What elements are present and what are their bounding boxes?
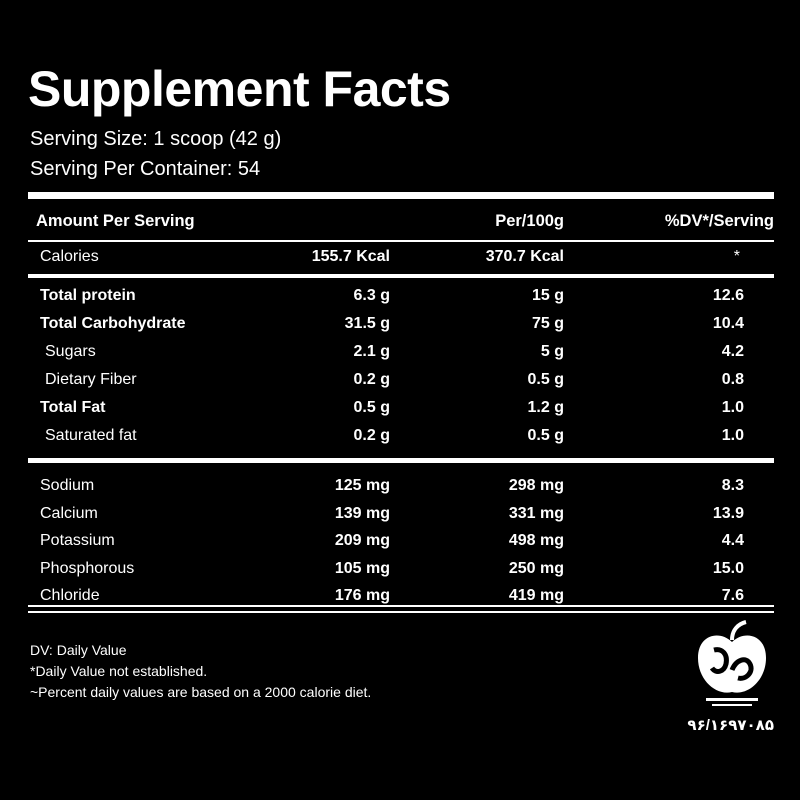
registration-number: ۹۶/۱۶۹۷۰۸۵ xyxy=(687,717,774,734)
footnote-dv-definition: DV: Daily Value xyxy=(30,642,127,658)
nutrient-row: Calcium 139 mg 331 mg 13.9 xyxy=(0,505,800,529)
nutrient-dv: 7.6 xyxy=(721,587,744,604)
nutrient-row: Saturated fat 0.2 g 0.5 g 1.0 xyxy=(0,427,800,451)
nutrient-per-serving: 0.5 g xyxy=(353,399,390,416)
nutrient-per-serving: 176 mg xyxy=(334,587,390,604)
nutrient-label: Calcium xyxy=(40,504,98,522)
thick-divider xyxy=(28,192,774,199)
thin-divider xyxy=(28,240,774,242)
nutrient-dv: 1.0 xyxy=(721,399,744,416)
nutrient-row: Sodium 125 mg 298 mg 8.3 xyxy=(0,477,800,501)
nutrient-label: Saturated fat xyxy=(45,427,137,444)
nutrient-label: Sodium xyxy=(40,477,95,494)
nutrient-per-100g: 250 mg xyxy=(508,559,564,577)
nutrient-per-serving: 2.1 g xyxy=(353,343,390,360)
amount-per-serving-header: Amount Per Serving xyxy=(36,212,195,230)
nutrient-label: Total protein xyxy=(40,287,136,304)
nutrient-dv: 4.4 xyxy=(721,532,744,549)
nutrient-per-serving: 6.3 g xyxy=(353,287,390,304)
nutrient-row: Chloride 176 mg 419 mg 7.6 xyxy=(0,587,800,611)
nutrient-per-serving: 105 mg xyxy=(334,559,390,577)
calories-per-serving: 155.7 Kcal xyxy=(311,248,390,265)
nutrient-per-100g: 0.5 g xyxy=(527,427,564,444)
nutrient-row: Phosphorous 105 mg 250 mg 15.0 xyxy=(0,560,800,584)
nutrient-dv: 12.6 xyxy=(712,287,744,304)
nutrient-per-100g: 15 g xyxy=(531,287,564,304)
nutrient-dv: 13.9 xyxy=(712,504,744,522)
nutrient-per-100g: 75 g xyxy=(531,315,564,332)
per-100g-header: Per/100g xyxy=(495,212,564,230)
nutrient-dv: 0.8 xyxy=(721,371,744,388)
calories-label: Calories xyxy=(40,248,99,265)
nutrient-dv: 4.2 xyxy=(721,343,744,360)
label-title: Supplement Facts xyxy=(28,61,451,117)
serving-size: Serving Size: 1 scoop (42 g) xyxy=(30,128,282,150)
calories-dv: * xyxy=(733,248,740,265)
nutrient-row: Total Fat 0.5 g 1.2 g 1.0 xyxy=(0,399,800,423)
nutrient-label: Sugars xyxy=(45,343,96,360)
medium-divider xyxy=(28,274,774,278)
nutrient-per-serving: 0.2 g xyxy=(353,371,390,388)
nutrient-dv: 8.3 xyxy=(721,477,744,494)
nutrient-row: Total protein 6.3 g 15 g 12.6 xyxy=(0,287,800,311)
nutrient-per-serving: 0.2 g xyxy=(353,427,390,444)
nutrient-row: Dietary Fiber 0.2 g 0.5 g 0.8 xyxy=(0,371,800,395)
nutrient-dv: 1.0 xyxy=(721,427,744,444)
nutrient-label: Dietary Fiber xyxy=(45,371,137,388)
column-header-row: Amount Per Serving Per/100g %DV*/Serving xyxy=(0,212,800,236)
nutrient-label: Chloride xyxy=(40,587,100,604)
nutrient-per-serving: 209 mg xyxy=(334,532,390,549)
footnote-not-established: *Daily Value not established. xyxy=(30,663,208,679)
nutrient-per-100g: 0.5 g xyxy=(527,371,564,388)
nutrient-row: Potassium 209 mg 498 mg 4.4 xyxy=(0,532,800,556)
apple-seal-icon xyxy=(692,620,772,708)
nutrient-per-100g: 1.2 g xyxy=(527,399,564,416)
medium-divider-2 xyxy=(28,458,774,463)
double-rule-top xyxy=(28,605,774,607)
nutrient-row: Total Carbohydrate 31.5 g 75 g 10.4 xyxy=(0,315,800,339)
nutrient-dv: 10.4 xyxy=(712,315,744,332)
nutrient-label: Phosphorous xyxy=(40,559,135,577)
nutrient-per-100g: 298 mg xyxy=(508,477,564,494)
nutrient-label: Total Carbohydrate xyxy=(40,315,186,332)
nutrient-per-100g: 498 mg xyxy=(508,532,564,549)
nutrient-per-serving: 31.5 g xyxy=(344,315,390,332)
footnote-basis: ~Percent daily values are based on a 200… xyxy=(30,684,372,700)
calories-row: Calories 155.7 Kcal 370.7 Kcal * xyxy=(0,248,800,272)
nutrient-per-100g: 5 g xyxy=(540,343,564,360)
nutrient-per-100g: 419 mg xyxy=(508,587,564,604)
nutrient-per-100g: 331 mg xyxy=(508,504,564,522)
nutrient-label: Total Fat xyxy=(40,399,106,416)
servings-per-container: Serving Per Container: 54 xyxy=(30,158,261,180)
nutrient-label: Potassium xyxy=(40,532,115,549)
dv-per-serving-header: %DV*/Serving xyxy=(664,212,774,230)
nutrient-per-serving: 139 mg xyxy=(334,504,390,522)
double-rule-bottom xyxy=(28,611,774,613)
calories-per-100g: 370.7 Kcal xyxy=(485,248,564,265)
nutrient-row: Sugars 2.1 g 5 g 4.2 xyxy=(0,343,800,367)
nutrient-dv: 15.0 xyxy=(712,559,744,577)
nutrient-per-serving: 125 mg xyxy=(334,477,390,494)
